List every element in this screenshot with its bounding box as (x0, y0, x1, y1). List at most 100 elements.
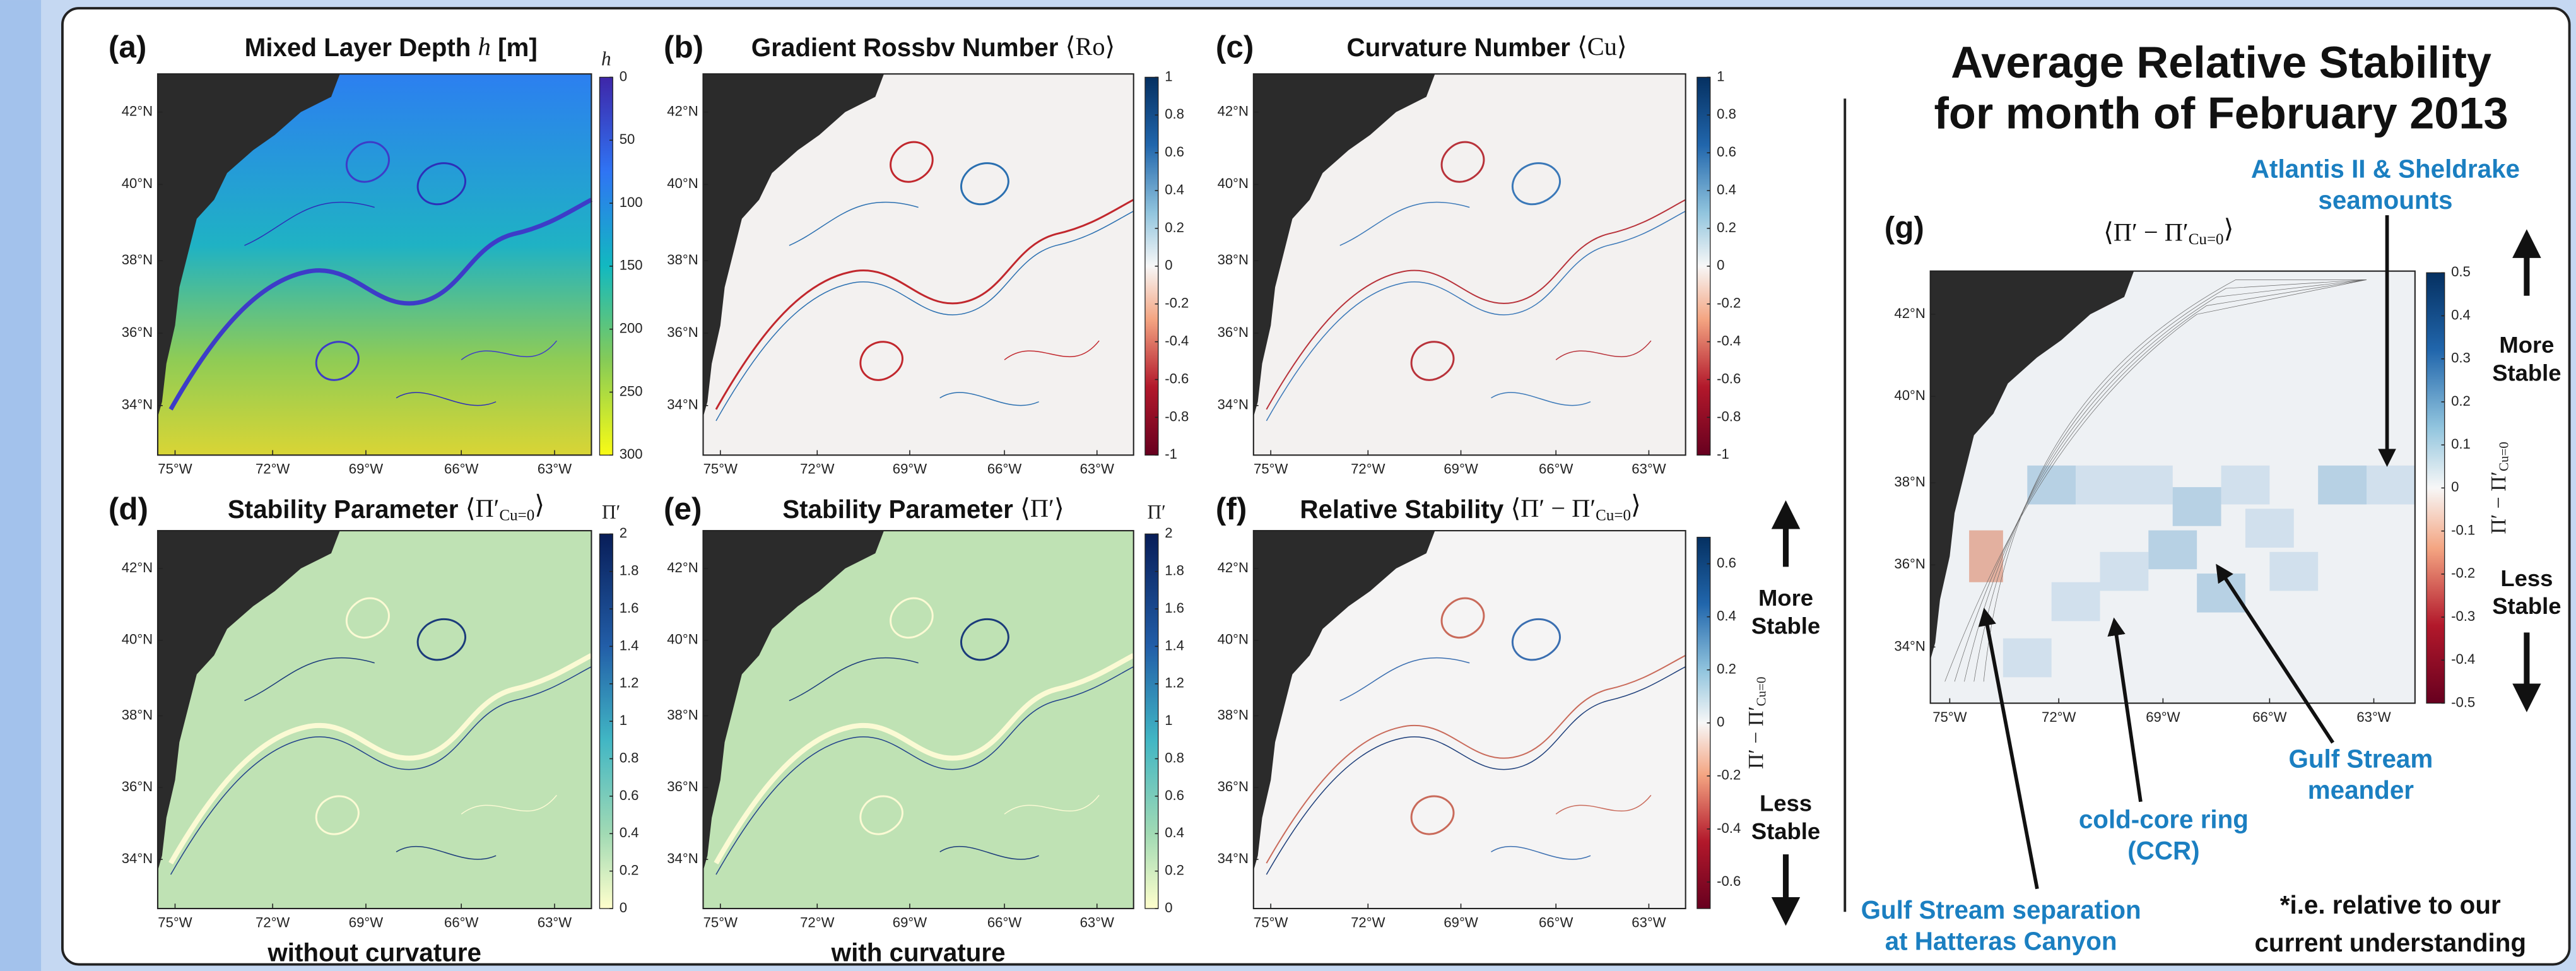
more-stable-label: More (2499, 332, 2554, 358)
colorbar-tick-label: 1 (620, 712, 627, 728)
eddy (418, 163, 465, 204)
lat-label: 36°N (1218, 779, 1249, 794)
lat-label: 42°N (1218, 560, 1249, 575)
lat-label: 38°N (1218, 252, 1249, 268)
colorbar-tick-label: 0.2 (620, 862, 639, 878)
panel-label: (c) (1216, 30, 1254, 64)
lon-label: 63°W (538, 914, 572, 930)
lon-label: 63°W (1632, 461, 1666, 477)
colorbar-tick-label: 0.2 (1717, 661, 1736, 677)
colorbar-tick-label: 1.8 (620, 563, 639, 579)
colorbar-tick-label: 1.4 (1165, 637, 1184, 653)
annotation: Gulf Stream separation (1861, 895, 2141, 924)
eddy (316, 796, 358, 834)
text-part: Π′ (1147, 501, 1165, 523)
lat-label: 38°N (122, 707, 153, 722)
colorbar-tick-label: 200 (620, 321, 643, 336)
colorbar-tick-label: 150 (620, 257, 643, 273)
text-part: ⟨Π′ − Π′ (2103, 218, 2189, 247)
panel-caption: without curvature (267, 938, 481, 967)
lat-label: 34°N (122, 850, 153, 866)
panel-title: ⟨Π′ − Π′Cu=0⟩ (2103, 215, 2233, 248)
land (703, 531, 885, 871)
eddy (861, 342, 903, 380)
text-part: Cu=0 (2496, 442, 2511, 471)
lon-label: 69°W (893, 914, 927, 930)
map-border (702, 73, 1134, 456)
colorbar-tick-label: -0.4 (2451, 651, 2475, 667)
eddy (1411, 342, 1454, 380)
lon-label: 63°W (2356, 709, 2391, 725)
lat-label: 40°N (667, 175, 698, 191)
gulf-stream-core (1266, 667, 1685, 874)
gulf-stream (171, 200, 592, 409)
map-features (1931, 271, 2415, 682)
colorbar-tick-label: 1.6 (620, 600, 639, 616)
lat-label: 36°N (1894, 556, 1925, 572)
lat-label: 38°N (122, 252, 153, 268)
land (1253, 531, 1435, 871)
lat-label: 34°N (1218, 850, 1249, 866)
lon-label: 66°W (1539, 914, 1573, 930)
text-part: Π′ (602, 501, 620, 523)
map-border (1929, 270, 2416, 704)
eddy (1512, 619, 1560, 659)
text-part: ⟨Π′ (466, 494, 500, 522)
map-cell (2051, 582, 2100, 621)
panel-label: (g) (1885, 211, 1924, 245)
colorbar-tick-label: 0.4 (1165, 182, 1184, 197)
panel-title: Stability Parameter ⟨Π′⟩ (782, 494, 1064, 523)
colorbar-tick-label: 0.8 (1717, 106, 1736, 122)
land (703, 74, 885, 417)
text-part: ⟨Ro⟩ (1066, 32, 1115, 61)
colorbar-tick-label: -0.8 (1717, 408, 1741, 424)
colorbar-tick-label: 0.4 (2451, 307, 2471, 322)
eddy (346, 598, 389, 638)
eddy (1411, 796, 1454, 834)
lon-label: 75°W (703, 461, 738, 477)
lon-label: 69°W (893, 461, 927, 477)
colorbar-tick-label: 1 (1165, 712, 1172, 728)
text-part: Stability Parameter (228, 495, 466, 524)
map-cell (2245, 509, 2294, 548)
eddy (891, 598, 933, 638)
lat-label: 36°N (667, 324, 698, 340)
lon-label: 72°W (256, 461, 290, 477)
colorbar-tick-label: 0.6 (1717, 555, 1736, 570)
text-part: ⟨Cu⟩ (1577, 32, 1627, 61)
lon-label: 75°W (1254, 914, 1288, 930)
text-part: Curvature Number (1347, 33, 1578, 62)
text-part: ⟨Π′ − Π′ (1511, 494, 1596, 522)
map-features (158, 531, 591, 874)
map-cell (2366, 465, 2415, 505)
annotation: at Hatteras Canyon (1885, 926, 2117, 955)
text-part: Cu=0 (499, 507, 534, 524)
colorbar-label: Π′ − Π′Cu=0 (2487, 442, 2511, 534)
lat-label: 38°N (1218, 707, 1249, 722)
colorbar-tick-label: 1.2 (620, 675, 639, 691)
map-features (1254, 531, 1686, 874)
lat-label: 38°N (667, 252, 698, 268)
less-stable-label: Stable (1751, 818, 1820, 844)
annotation-arrow (2107, 617, 2143, 803)
summary-title: Average Relative Stability (1951, 37, 2491, 87)
colorbar-tick-label: -0.4 (1717, 820, 1741, 836)
annotation: meander (2308, 775, 2414, 804)
eddy (1442, 598, 1484, 638)
panel-title: Mixed Layer Depth h [m] (245, 32, 538, 61)
colorbar-tick-label: 0 (1717, 257, 1724, 273)
lon-label: 66°W (444, 461, 478, 477)
colorbar-tick-label: 0.4 (1717, 608, 1736, 623)
colorbar-tick-label: 0.6 (1165, 144, 1184, 160)
map-cell (2221, 465, 2270, 505)
text-part: Cu=0 (1596, 507, 1631, 524)
gulf-stream (171, 656, 592, 863)
colorbar-tick-label: -0.4 (1717, 332, 1741, 348)
less-stable-label: Less (2500, 565, 2553, 591)
lat-label: 40°N (667, 632, 698, 647)
lat-label: 34°N (667, 397, 698, 413)
annotation: Atlantis II & Sheldrake (2251, 154, 2520, 183)
land (1930, 271, 2134, 661)
annotation-arrow (2216, 563, 2335, 744)
colorbar-tick-label: 0.2 (1717, 220, 1736, 235)
